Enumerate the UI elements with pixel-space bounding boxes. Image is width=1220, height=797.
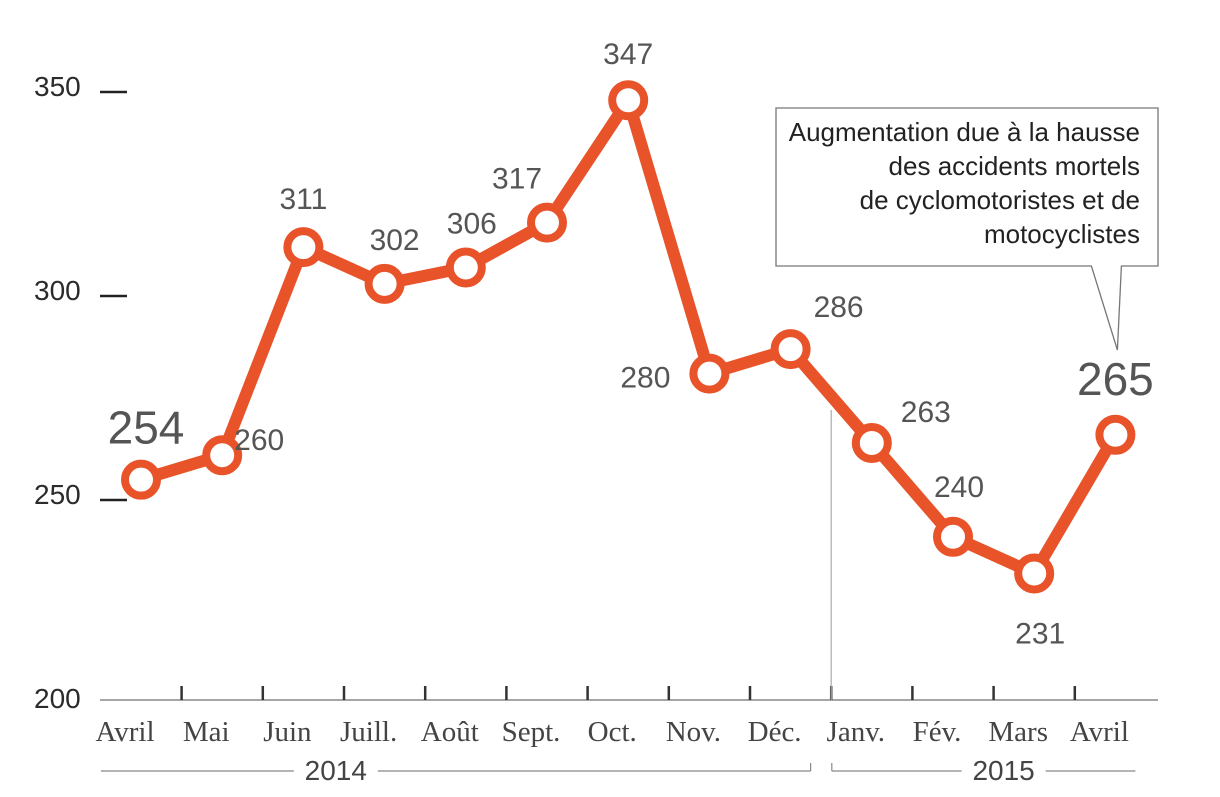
- annotation-text-line: Augmentation due à la hausse: [789, 117, 1140, 147]
- data-point: [445, 247, 486, 288]
- data-point: [283, 227, 324, 268]
- data-point: [1014, 553, 1055, 594]
- data-point: [364, 263, 405, 304]
- x-category-label: Avril: [95, 716, 154, 748]
- x-category-label: Oct.: [588, 716, 637, 748]
- data-label: 263: [901, 396, 951, 429]
- data-label: 306: [447, 208, 497, 241]
- data-label: 254: [108, 402, 185, 454]
- data-point: [689, 353, 730, 394]
- data-point: [202, 435, 243, 476]
- data-point: [1095, 414, 1136, 455]
- data-label: 311: [279, 183, 327, 216]
- year-label: 2015: [972, 755, 1034, 786]
- data-point: [527, 202, 567, 243]
- data-point: [851, 422, 892, 463]
- y-tick-label: 300: [34, 275, 81, 306]
- annotation-text-line: de cyclomotoristes et de: [860, 185, 1140, 215]
- x-category-label: Mars: [988, 716, 1048, 748]
- data-label: 260: [234, 424, 284, 457]
- x-category-label: Juin: [263, 716, 312, 748]
- x-category-label: Mai: [183, 716, 230, 748]
- annotation-box: [775, 107, 1159, 351]
- x-category-label: Janv.: [827, 716, 886, 748]
- data-point: [608, 80, 649, 121]
- data-label: 231: [1015, 618, 1065, 651]
- data-labels: 254 260 311 302 306 317 347 280 286 263 240 231 265: [108, 38, 1154, 650]
- data-label: 317: [492, 163, 542, 196]
- x-category-label: Avril: [1070, 716, 1129, 748]
- data-label: 347: [603, 38, 653, 71]
- data-point: [121, 459, 161, 500]
- x-category-label: Nov.: [666, 716, 721, 748]
- axes: 200 250 300 350 Avril Mai Juin Juill. Août Sept. O…: [34, 71, 1158, 786]
- data-label: 265: [1077, 353, 1154, 405]
- data-point: [770, 329, 811, 370]
- year-label: 2014: [305, 755, 367, 786]
- data-label: 280: [620, 362, 670, 395]
- x-category-label: Sept.: [502, 716, 561, 748]
- data-label: 286: [814, 291, 864, 324]
- y-tick-label: 250: [34, 479, 81, 510]
- annotation-text-line: motocyclistes: [984, 219, 1140, 249]
- x-category-label: Août: [421, 716, 479, 748]
- x-category-label: Fév.: [913, 716, 962, 748]
- series-layer: [121, 80, 1136, 594]
- x-category-label: Juill.: [340, 716, 397, 748]
- x-category-label: Déc.: [748, 716, 802, 748]
- data-point: [933, 516, 973, 557]
- annotation-text-line: des accidents mortels: [889, 151, 1140, 181]
- data-label: 302: [370, 224, 420, 257]
- annotation: Augmentation due à la hausse des accident…: [775, 107, 1159, 351]
- y-tick-label: 200: [34, 683, 81, 714]
- y-tick-label: 350: [34, 71, 81, 102]
- data-label: 240: [934, 471, 984, 504]
